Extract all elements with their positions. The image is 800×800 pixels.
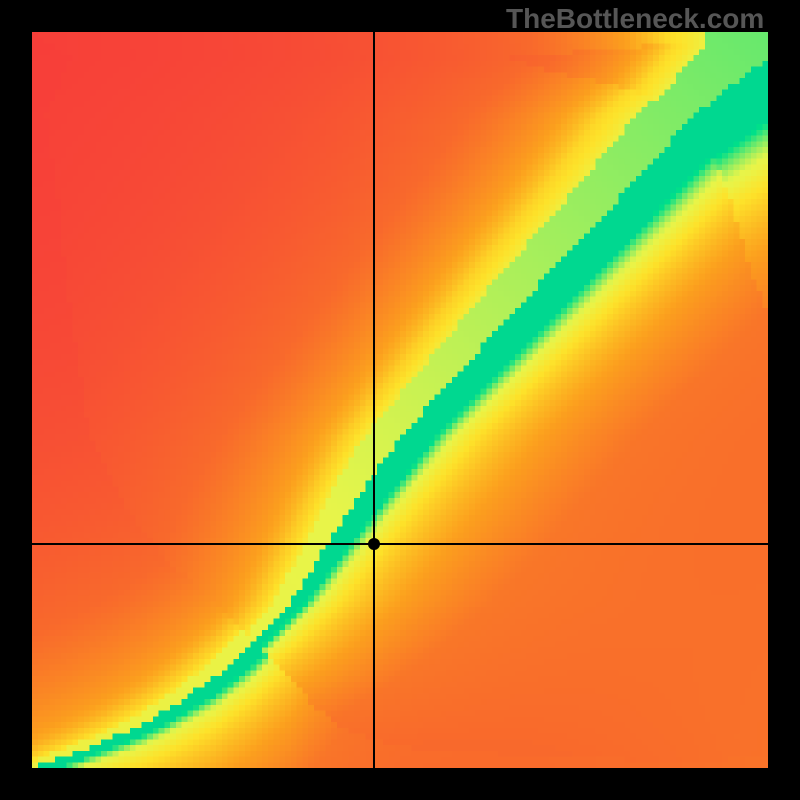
bottleneck-heatmap [32,32,768,768]
watermark-text: TheBottleneck.com [506,3,764,35]
selection-marker-dot [368,538,380,550]
crosshair-horizontal-line [32,543,768,545]
crosshair-vertical-line [373,32,375,768]
